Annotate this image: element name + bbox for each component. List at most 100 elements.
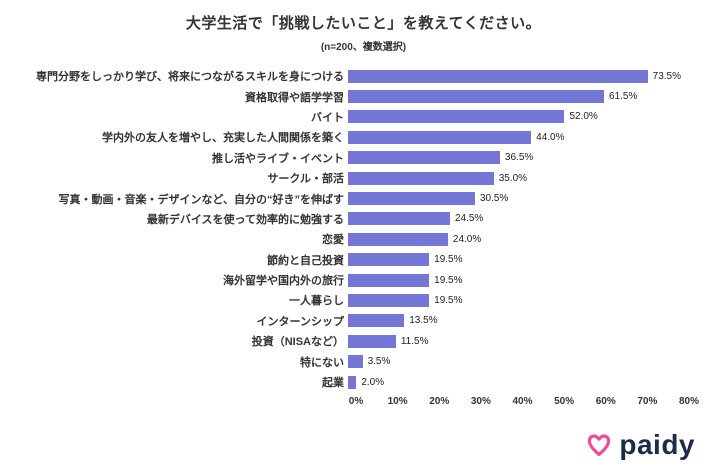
chart-row: 専門分野をしっかり学び、将来につながるスキルを身につける 73.5% xyxy=(8,66,727,86)
chart-header: 大学生活で「挑戦したいこと」を教えてください。 (n=200、複数選択) xyxy=(0,0,727,53)
paidy-logo-text: paidy xyxy=(619,429,695,460)
chart-row: 海外留学や国内外の旅行 19.5% xyxy=(8,270,727,290)
bar xyxy=(348,232,448,246)
chart-row: サークル・部活 35.0% xyxy=(8,168,727,188)
bar xyxy=(348,355,363,369)
x-axis-tick: 50% xyxy=(554,396,575,408)
category-label: 節約と自己投資 xyxy=(267,254,344,267)
bar xyxy=(348,212,450,226)
bar-track: 19.5% xyxy=(348,273,681,287)
chart-subtitle: (n=200、複数選択) xyxy=(320,42,407,53)
bar xyxy=(348,273,430,287)
category-label: 推し活やライブ・イベント xyxy=(212,152,344,165)
bar xyxy=(348,69,648,83)
bar xyxy=(348,314,405,328)
chart-row: 起業 2.0% xyxy=(8,372,727,392)
chart-title: 大学生活で「挑戦したいこと」を教えてください。 xyxy=(185,15,542,32)
footer: paidy xyxy=(584,430,695,460)
category-label: バイト xyxy=(311,111,344,124)
chart-row: 学内外の友人を増やし、充実した人間関係を築く 44.0% xyxy=(8,127,727,147)
bar xyxy=(348,90,604,104)
bar-track: 19.5% xyxy=(348,253,681,267)
chart-row: 一人暮らし 19.5% xyxy=(8,290,727,310)
value-label: 52.0% xyxy=(569,111,598,123)
category-label: インターンシップ xyxy=(256,315,344,328)
chart-row: 節約と自己投資 19.5% xyxy=(8,250,727,270)
category-label: サークル・部活 xyxy=(267,173,344,186)
value-label: 19.5% xyxy=(434,294,463,306)
x-axis: 0% 10% 20% 30% 40% 50% 60% 70% 80% xyxy=(349,396,699,412)
chart-row: バイト 52.0% xyxy=(8,107,727,127)
x-axis-tick: 20% xyxy=(429,396,450,408)
chart-row: 特にない 3.5% xyxy=(8,351,727,371)
bar-rows: 専門分野をしっかり学び、将来につながるスキルを身につける 73.5% 資格取得や語学… xyxy=(8,66,727,392)
category-label: 写真・動画・音楽・デザインなど、自分の“好き”を伸ばす xyxy=(58,193,344,206)
value-label: 36.5% xyxy=(504,152,534,164)
value-label: 19.5% xyxy=(434,254,463,266)
chart-row: インターンシップ 13.5% xyxy=(8,311,727,331)
value-label: 24.0% xyxy=(452,233,482,245)
category-label: 海外留学や国内外の旅行 xyxy=(223,275,344,288)
bar xyxy=(348,293,430,307)
chart-row: 最新デバイスを使って効率的に勉強する 24.5% xyxy=(8,209,727,229)
x-axis-tick: 60% xyxy=(595,396,616,408)
paidy-logo: paidy xyxy=(584,430,695,460)
chart-row: 写真・動画・音楽・デザインなど、自分の“好き”を伸ばす 30.5% xyxy=(8,188,727,208)
x-axis-tick: 40% xyxy=(512,396,533,408)
bar-track: 44.0% xyxy=(348,130,681,144)
bar-track: 24.0% xyxy=(348,232,681,246)
bar-track: 13.5% xyxy=(348,314,681,328)
bar-track: 30.5% xyxy=(348,192,681,206)
value-label: 73.5% xyxy=(652,70,681,82)
bar xyxy=(348,375,357,389)
bar-track: 35.0% xyxy=(348,171,681,185)
bar xyxy=(348,110,565,124)
bar xyxy=(348,192,475,206)
x-axis-tick: 0% xyxy=(348,396,364,408)
bar-track: 11.5% xyxy=(348,334,681,348)
category-label: 起業 xyxy=(322,377,344,390)
bar xyxy=(348,334,396,348)
category-label: 一人暮らし xyxy=(289,295,344,308)
bar-track: 2.0% xyxy=(348,375,681,389)
bar-track: 61.5% xyxy=(348,90,681,104)
bar xyxy=(348,151,500,165)
x-axis-tick: 80% xyxy=(678,396,700,408)
bar-track: 24.5% xyxy=(348,212,681,226)
category-label: 最新デバイスを使って効率的に勉強する xyxy=(146,213,344,226)
x-axis-tick: 30% xyxy=(470,396,491,408)
bar xyxy=(348,253,430,267)
category-label: 資格取得や語学学習 xyxy=(245,91,344,104)
value-label: 3.5% xyxy=(367,356,391,368)
x-axis-tick: 70% xyxy=(637,396,658,408)
bar-track: 36.5% xyxy=(348,151,681,165)
category-label: 特にない xyxy=(300,356,344,369)
bar xyxy=(348,130,532,144)
category-label: 投資（NISAなど） xyxy=(251,336,344,349)
chart-row: 恋愛 24.0% xyxy=(8,229,727,249)
chart-row: 推し活やライブ・イベント 36.5% xyxy=(8,148,727,168)
paidy-heart-icon xyxy=(588,434,611,456)
bar-chart: 専門分野をしっかり学び、将来につながるスキルを身につける 73.5% 資格取得や語学… xyxy=(0,66,727,412)
chart-row: 投資（NISAなど） 11.5% xyxy=(8,331,727,351)
bar-track: 52.0% xyxy=(348,110,681,124)
value-label: 35.0% xyxy=(498,172,528,184)
bar-track: 3.5% xyxy=(348,355,681,369)
value-label: 30.5% xyxy=(479,193,509,205)
value-label: 24.5% xyxy=(454,213,484,225)
value-label: 61.5% xyxy=(608,91,638,103)
bar xyxy=(348,171,494,185)
category-label: 学内外の友人を増やし、充実した人間関係を築く xyxy=(102,132,344,145)
value-label: 2.0% xyxy=(361,376,385,388)
x-axis-tick: 10% xyxy=(387,396,408,408)
value-label: 11.5% xyxy=(400,335,429,347)
value-label: 44.0% xyxy=(536,131,565,143)
bar-track: 19.5% xyxy=(348,293,681,307)
bar-track: 73.5% xyxy=(348,69,681,83)
value-label: 19.5% xyxy=(434,274,463,286)
chart-row: 資格取得や語学学習 61.5% xyxy=(8,86,727,106)
category-label: 専門分野をしっかり学び、将来につながるスキルを身につける xyxy=(36,71,344,84)
category-label: 恋愛 xyxy=(322,234,344,247)
value-label: 13.5% xyxy=(409,315,438,327)
